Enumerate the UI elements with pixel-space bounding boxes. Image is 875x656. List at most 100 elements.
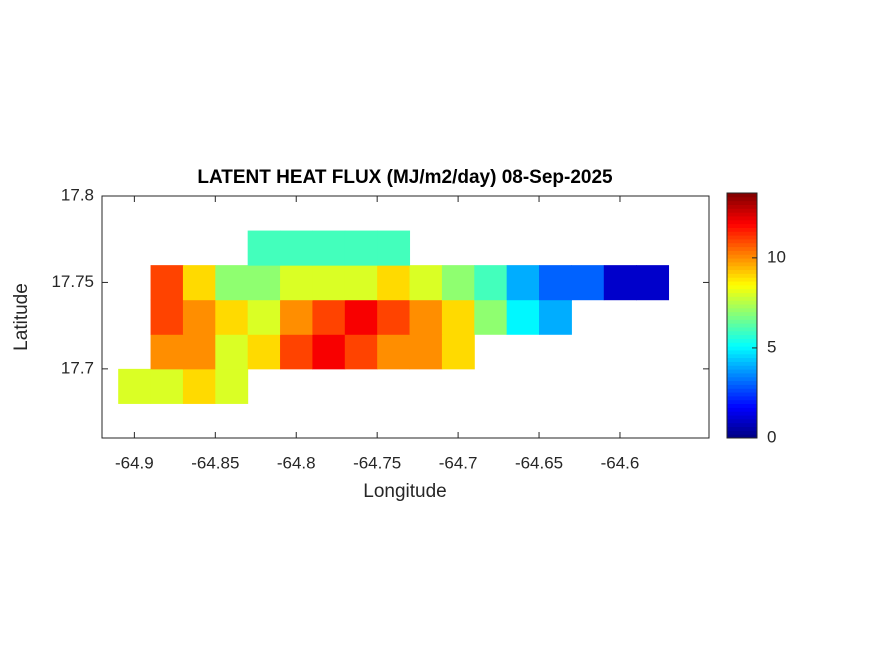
cell <box>247 334 281 370</box>
colorbar-swatch <box>727 300 757 305</box>
x-tick-label: -64.65 <box>515 453 563 472</box>
y-tick-label: 17.75 <box>51 272 94 291</box>
cell <box>441 299 475 335</box>
colorbar-swatch <box>727 326 757 332</box>
colorbar-swatch <box>727 269 757 274</box>
x-axis-label: Longitude <box>363 481 446 502</box>
colorbar-swatch <box>727 231 757 236</box>
colorbar-swatch <box>727 403 757 408</box>
cell <box>312 334 346 370</box>
cell <box>215 265 249 301</box>
colorbar-swatch <box>727 388 757 393</box>
cell <box>409 334 443 370</box>
cell <box>344 334 378 370</box>
colorbar-swatch <box>727 353 757 359</box>
cell <box>312 230 346 266</box>
colorbar-swatch <box>727 369 757 374</box>
cell <box>377 265 411 301</box>
cell <box>215 368 249 404</box>
cell <box>474 299 508 335</box>
colorbar-swatch <box>727 258 757 263</box>
cell <box>215 334 249 370</box>
colorbar-swatch <box>727 238 757 244</box>
cell <box>377 230 411 266</box>
cell <box>247 265 281 301</box>
cell <box>344 265 378 301</box>
cell <box>506 265 540 301</box>
colorbar-box <box>726 192 758 439</box>
colorbar-swatch <box>727 334 757 339</box>
colorbar-swatch <box>727 288 757 294</box>
cell <box>571 265 605 301</box>
colorbar-swatch <box>727 292 757 297</box>
y-axis-label: Latitude <box>11 283 32 351</box>
colorbar-swatch <box>727 415 757 420</box>
x-tick-label: -64.8 <box>277 453 316 472</box>
colorbar-swatch <box>727 323 757 328</box>
axes-box <box>101 195 710 439</box>
cell <box>474 265 508 301</box>
cell <box>636 265 670 301</box>
cell <box>377 299 411 335</box>
colorbar-tick-label: 10 <box>767 247 786 266</box>
colorbar-swatch <box>727 407 757 412</box>
cell <box>409 299 443 335</box>
colorbar-swatch <box>727 200 757 205</box>
colorbar-swatch <box>727 395 757 401</box>
cell <box>182 368 216 404</box>
map <box>118 230 670 404</box>
colorbar-tick-label: 5 <box>767 337 776 356</box>
cell <box>247 230 281 266</box>
x-tick-label: -64.6 <box>601 453 640 472</box>
x-tick-label: -64.7 <box>439 453 478 472</box>
cell <box>280 230 313 266</box>
colorbar-swatch <box>727 307 757 313</box>
cell <box>280 334 313 370</box>
colorbar-swatch <box>727 346 757 351</box>
colorbar-swatch <box>727 411 757 416</box>
cell <box>150 265 184 301</box>
cell <box>344 230 378 266</box>
colorbar-swatch <box>727 330 757 336</box>
colorbar-swatch <box>727 208 757 213</box>
colorbar-swatch <box>727 193 757 198</box>
y-tick-label: 17.7 <box>61 358 94 377</box>
colorbar-swatch <box>727 219 757 225</box>
cell <box>150 368 184 404</box>
colorbar-swatch <box>727 384 757 389</box>
colorbar-swatch <box>727 223 757 228</box>
colorbar-swatch <box>727 284 757 290</box>
x-tick-label: -64.9 <box>115 453 154 472</box>
colorbar-swatch <box>727 315 757 320</box>
cell <box>409 265 443 301</box>
colorbar-swatch <box>727 311 757 316</box>
colorbar-swatch <box>727 235 757 240</box>
cell <box>539 265 572 301</box>
colorbar-swatch <box>727 281 757 286</box>
cell <box>247 299 281 335</box>
x-tick-label: -64.85 <box>191 453 239 472</box>
colorbar-swatch <box>727 215 757 221</box>
cell <box>118 368 152 404</box>
colorbar-swatch <box>727 357 757 362</box>
cell <box>312 299 346 335</box>
colorbar-swatch <box>727 349 757 355</box>
cell <box>182 265 216 301</box>
colorbar-swatch <box>727 426 757 431</box>
colorbar-swatch <box>727 365 757 370</box>
colorbar-swatch <box>727 204 757 209</box>
chart-title: LATENT HEAT FLUX (MJ/m2/day) 08-Sep-2025 <box>197 167 613 188</box>
colorbar-swatch <box>727 196 757 202</box>
colorbar-swatch <box>727 392 757 397</box>
x-tick-label: -64.75 <box>353 453 401 472</box>
colorbar-swatch <box>727 254 757 259</box>
cell <box>506 299 540 335</box>
cell <box>182 334 216 370</box>
cell <box>150 334 184 370</box>
cell <box>344 299 378 335</box>
cell <box>280 265 313 301</box>
colorbar-swatch <box>727 430 757 435</box>
colorbar-swatch <box>727 319 757 324</box>
cell <box>539 299 572 335</box>
colorbar: 0 5 10 <box>726 192 786 446</box>
